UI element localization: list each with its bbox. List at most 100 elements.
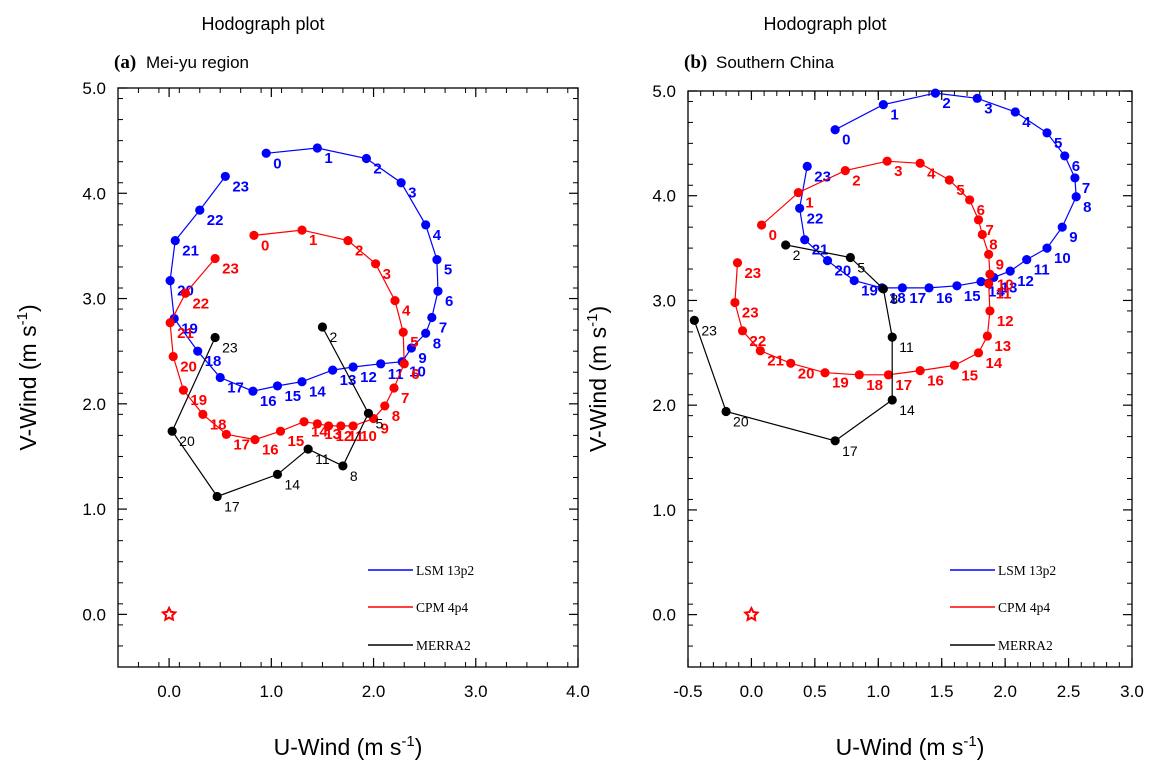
data-point-lsm xyxy=(952,281,962,291)
data-point-label: 2 xyxy=(373,161,381,178)
data-point-lsm xyxy=(421,220,431,230)
data-point-merra2 xyxy=(167,426,177,436)
data-point-lsm xyxy=(348,362,358,372)
data-point-merra2 xyxy=(338,461,348,471)
data-point-merra2 xyxy=(830,436,840,446)
data-point-cpm xyxy=(275,426,286,436)
data-point-cpm xyxy=(250,435,260,445)
data-point-cpm xyxy=(380,401,390,411)
data-point-cpm xyxy=(755,346,765,356)
data-point-cpm xyxy=(915,366,925,376)
data-point-merra2 xyxy=(721,406,731,417)
panel-letter: (a) xyxy=(114,52,136,73)
x-tick-label: 2.5 xyxy=(1057,682,1081,701)
data-point-lsm xyxy=(1010,107,1020,117)
data-point-label: 3 xyxy=(383,266,391,283)
data-point-label: 4 xyxy=(927,165,936,182)
data-point-label: 13 xyxy=(340,372,357,389)
data-point-cpm xyxy=(840,165,850,176)
data-point-merra2 xyxy=(363,408,374,418)
data-point-label: 8 xyxy=(890,291,898,307)
data-point-label: 8 xyxy=(350,468,358,484)
data-point-lsm xyxy=(297,377,307,387)
data-point-cpm xyxy=(820,368,830,378)
data-point-label: 18 xyxy=(210,416,227,433)
data-point-label: 6 xyxy=(411,366,419,383)
y-tick-label: 2.0 xyxy=(652,396,676,415)
data-point-lsm xyxy=(427,312,437,323)
data-point-label: 21 xyxy=(812,242,829,259)
y-tick-label: 3.0 xyxy=(82,290,106,309)
data-point-label: 6 xyxy=(445,293,453,310)
data-point-label: 14 xyxy=(986,355,1003,372)
data-point-lsm xyxy=(220,171,230,182)
data-point-lsm xyxy=(822,256,833,266)
data-point-label: 3 xyxy=(894,163,902,180)
series-line-lsm xyxy=(169,147,439,392)
data-point-lsm xyxy=(432,254,442,265)
data-point-label: 18 xyxy=(889,290,906,307)
series-line-merra2 xyxy=(171,326,370,498)
data-point-label: 14 xyxy=(988,284,1005,301)
data-point-label: 7 xyxy=(986,222,994,239)
data-point-lsm xyxy=(165,276,175,286)
data-point-label: 19 xyxy=(861,283,878,300)
data-point-label: 0 xyxy=(261,237,269,254)
data-point-label: 16 xyxy=(262,442,279,459)
data-point-label: 17 xyxy=(909,290,926,307)
plot-frame xyxy=(117,87,579,668)
data-point-label: 10 xyxy=(997,276,1014,293)
data-point-lsm xyxy=(1005,266,1015,276)
data-point-label: 1 xyxy=(805,195,813,212)
data-point-lsm xyxy=(433,286,443,296)
data-point-cpm xyxy=(854,370,864,380)
x-tick-label: 2.0 xyxy=(993,682,1017,701)
x-tick-label: 4.0 xyxy=(566,682,590,701)
data-point-label: 12 xyxy=(336,428,353,445)
data-point-lsm xyxy=(972,93,982,103)
data-point-cpm xyxy=(221,429,231,439)
data-point-label: 11 xyxy=(899,339,914,355)
data-point-label: 2 xyxy=(852,173,860,190)
data-point-label: 16 xyxy=(260,393,277,410)
data-point-label: 2 xyxy=(793,247,801,263)
data-point-cpm xyxy=(984,279,994,289)
data-point-lsm xyxy=(897,283,907,293)
data-point-label: 6 xyxy=(977,202,985,219)
data-point-lsm xyxy=(878,100,888,110)
data-point-label: 23 xyxy=(701,322,717,338)
data-point-label: 22 xyxy=(207,212,224,229)
data-point-label: 19 xyxy=(181,321,198,338)
y-tick-label: 0.0 xyxy=(82,605,106,624)
y-tick-label: 1.0 xyxy=(82,500,106,519)
data-point-lsm xyxy=(361,153,371,164)
data-point-label: 21 xyxy=(182,243,199,260)
legend-label-cpm: CPM 4p4 xyxy=(998,600,1050,615)
data-point-cpm xyxy=(165,318,175,328)
series-merra2: 2 5 8 11 14 17 20 23 xyxy=(689,240,915,459)
data-point-merra2 xyxy=(689,315,699,325)
data-point-merra2 xyxy=(212,491,222,502)
data-point-cpm xyxy=(297,225,307,235)
data-point-merra2 xyxy=(887,332,897,342)
data-point-label: 11 xyxy=(388,366,404,383)
data-point-label: 17 xyxy=(227,380,244,397)
data-point-cpm xyxy=(985,269,995,279)
y-tick-label: 5.0 xyxy=(82,79,106,98)
data-point-label: 15 xyxy=(964,288,981,305)
data-point-merra2 xyxy=(272,469,283,479)
data-point-label: 21 xyxy=(767,353,784,370)
data-point-label: 22 xyxy=(750,333,767,350)
x-tick-label: -0.5 xyxy=(673,682,702,701)
data-point-cpm xyxy=(249,230,259,240)
data-point-label: 20 xyxy=(798,365,815,382)
x-tick-label: 0.0 xyxy=(157,682,181,701)
data-point-label: 15 xyxy=(288,433,305,450)
y-tick-label: 4.0 xyxy=(82,184,106,203)
data-point-lsm xyxy=(1022,255,1032,265)
hodograph-panel-a: Hodograph plot (a) Mei-yu region 0.0 1.0 2.0 3… xyxy=(14,14,590,760)
data-point-label: 5 xyxy=(1054,135,1062,152)
data-point-cpm xyxy=(949,360,960,370)
